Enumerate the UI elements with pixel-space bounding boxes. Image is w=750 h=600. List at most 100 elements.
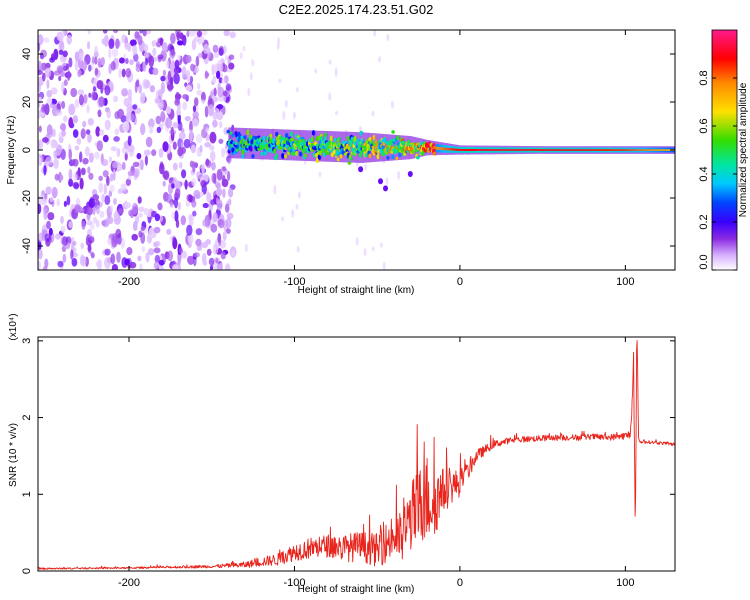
snr-x-label: Height of straight line (km) — [298, 584, 415, 595]
noise-blob — [220, 58, 225, 64]
noise-blob — [390, 100, 394, 109]
noise-blob — [55, 109, 63, 116]
noise-blob — [79, 177, 84, 190]
noise-blob — [178, 131, 186, 140]
signal-core — [624, 149, 626, 151]
noise-blob — [278, 78, 282, 84]
y-tick-label: -40 — [21, 238, 33, 254]
noise-blob — [144, 155, 148, 166]
noise-blob — [201, 30, 208, 36]
signal-blob — [383, 185, 388, 192]
noise-blob — [99, 210, 105, 219]
signal-blob — [321, 148, 326, 152]
noise-blob — [94, 151, 100, 160]
noise-blob — [212, 212, 218, 223]
noise-blob — [87, 118, 94, 126]
signal-core — [442, 147, 445, 151]
noise-blob — [97, 109, 102, 118]
signal-blob — [326, 151, 331, 155]
noise-blob — [217, 86, 225, 98]
signal-core — [643, 149, 645, 151]
noise-blob — [291, 209, 295, 218]
noise-blob — [42, 72, 46, 82]
noise-blob — [132, 161, 140, 168]
signal-core — [615, 149, 617, 151]
noise-blob — [127, 144, 135, 153]
noise-blob — [109, 184, 115, 193]
signal-core — [435, 146, 438, 150]
signal-blob — [241, 153, 245, 159]
signal-core — [536, 149, 538, 151]
noise-blob — [38, 125, 42, 133]
noise-blob — [70, 87, 78, 98]
noise-blob — [77, 167, 81, 177]
signal-core — [451, 148, 453, 151]
spectrogram-y-label: Frequency (Hz) — [6, 116, 17, 185]
noise-blob — [177, 254, 181, 266]
signal-core — [619, 149, 621, 151]
noise-blob — [166, 60, 170, 69]
noise-blob — [218, 47, 224, 57]
noise-blob — [63, 115, 68, 123]
noise-blob — [92, 194, 100, 201]
signal-core — [548, 149, 551, 151]
noise-blob — [38, 260, 41, 270]
signal-core — [617, 149, 619, 151]
noise-blob — [126, 112, 130, 124]
signal-core — [443, 147, 446, 151]
noise-blob — [172, 141, 177, 150]
signal-blob — [336, 157, 341, 162]
noise-blob — [195, 55, 200, 67]
signal-core — [501, 149, 503, 151]
signal-core — [579, 149, 582, 151]
noise-blob — [185, 200, 191, 207]
signal-blob — [323, 132, 328, 137]
signal-core — [621, 149, 623, 151]
signal-blob — [378, 178, 383, 185]
signal-core — [589, 149, 591, 151]
noise-blob — [74, 204, 81, 213]
noise-blob — [125, 58, 129, 64]
noise-blob — [101, 159, 109, 167]
signal-core — [588, 149, 590, 151]
noise-blob — [96, 80, 104, 90]
signal-core — [571, 149, 574, 151]
noise-blob — [81, 220, 86, 230]
noise-blob — [74, 99, 79, 109]
noise-blob — [208, 257, 215, 266]
noise-blob — [131, 233, 138, 241]
noise-blob — [224, 203, 230, 213]
noise-blob — [123, 97, 130, 107]
noise-blob — [137, 35, 143, 46]
noise-blob — [45, 186, 52, 195]
noise-blob — [42, 266, 48, 270]
signal-core — [626, 149, 628, 151]
signal-blob — [364, 153, 369, 158]
noise-blob — [103, 183, 108, 195]
noise-blob — [171, 212, 175, 219]
noise-blob — [129, 261, 137, 269]
signal-core — [568, 149, 571, 151]
signal-core — [561, 149, 564, 151]
signal-blob — [402, 141, 406, 145]
noise-blob — [88, 64, 92, 72]
signal-core — [532, 149, 534, 151]
colorbar-tick-label: 0.6 — [698, 118, 710, 133]
signal-blob — [395, 157, 399, 160]
noise-blob — [205, 158, 210, 166]
noise-blob — [58, 131, 62, 141]
noise-blob — [296, 245, 300, 253]
noise-blob — [229, 31, 236, 39]
signal-core — [628, 149, 630, 151]
noise-blob — [363, 248, 367, 257]
noise-blob — [378, 56, 382, 63]
noise-blob — [121, 161, 126, 171]
noise-blob — [196, 30, 203, 38]
noise-blob — [137, 255, 142, 262]
signal-core — [618, 149, 620, 151]
noise-blob — [125, 68, 132, 78]
x-tick-label: -100 — [283, 276, 305, 288]
noise-blob — [51, 186, 58, 199]
noise-blob — [148, 55, 155, 68]
noise-blob — [155, 115, 162, 125]
